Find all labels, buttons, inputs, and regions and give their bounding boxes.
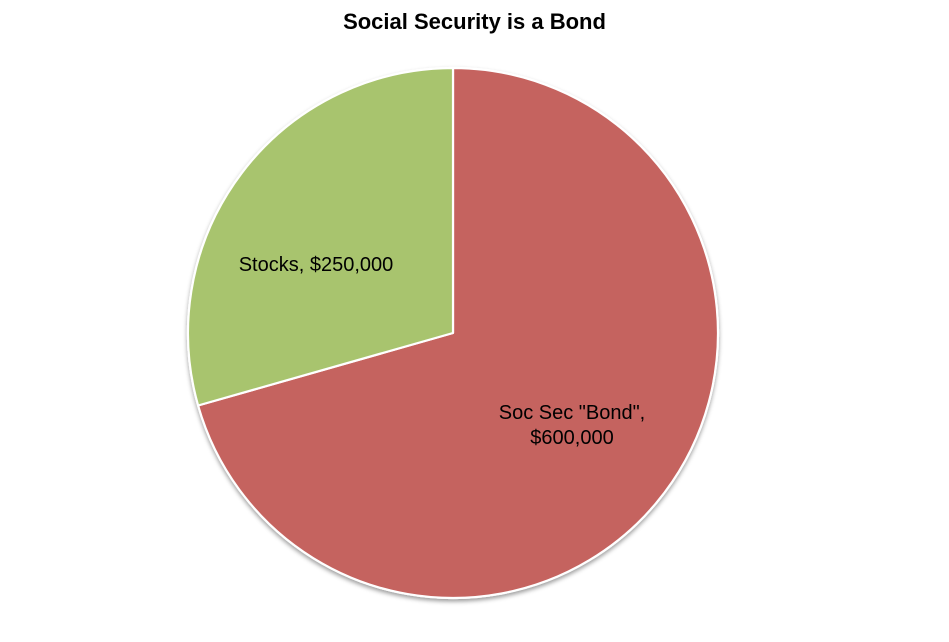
pie-slice-soc-sec-bond — [197, 66, 720, 600]
pie-labels-group: Soc Sec "Bond", $600,000 Stocks, $250,000 — [239, 254, 646, 449]
pie-slice-stocks — [186, 66, 455, 407]
data-label-stocks: Stocks, $250,000 — [239, 254, 394, 276]
chart-title: Social Security is a Bond — [343, 9, 606, 34]
data-label-soc-sec-bond: Soc Sec "Bond", $600,000 — [499, 402, 646, 449]
pie-slices-group — [186, 66, 720, 600]
